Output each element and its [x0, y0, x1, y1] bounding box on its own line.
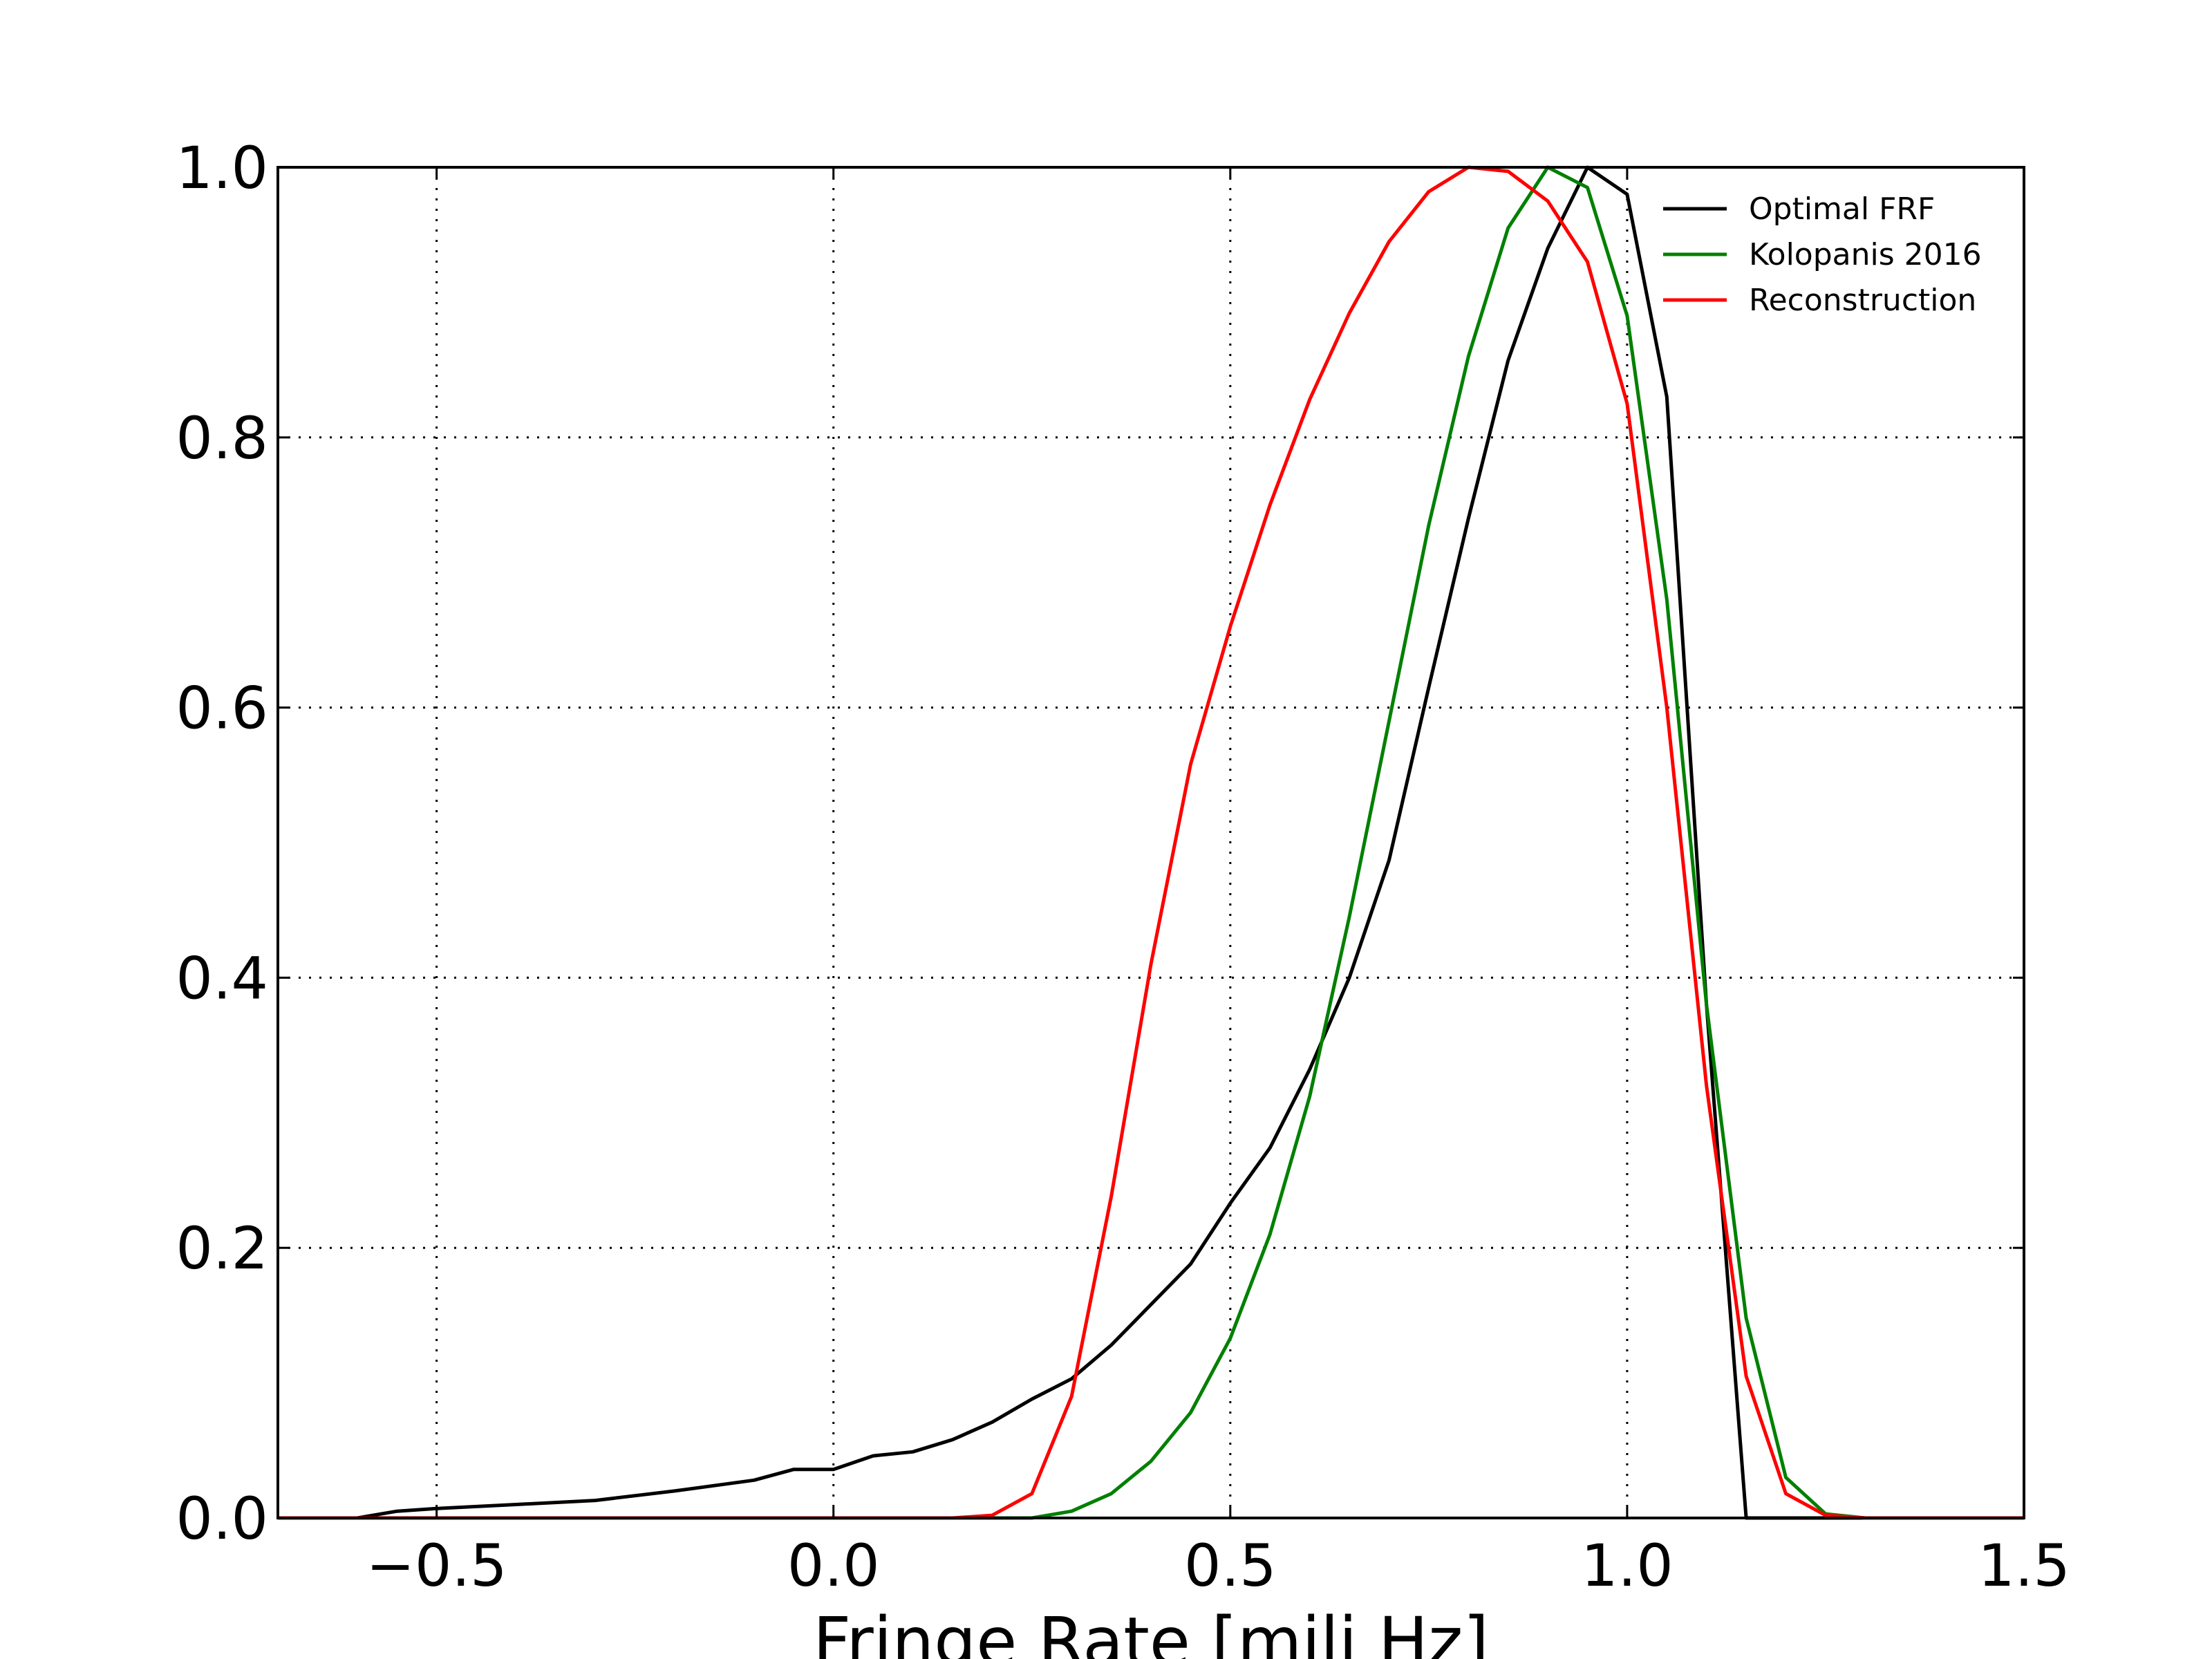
x-tick-label: 1.5 — [1978, 1532, 2070, 1600]
x-tick-label: −0.5 — [366, 1532, 507, 1600]
series-line-optimal-frf — [278, 165, 2024, 1520]
y-tick-label: 0.0 — [176, 1485, 268, 1553]
legend-label: Reconstruction — [1749, 283, 1976, 318]
legend: Optimal FRF Kolopanis 2016 Reconstruction — [1663, 191, 1982, 318]
plot-area-frame — [276, 166, 2025, 1519]
y-tick-labels: 0.0 0.2 0.4 0.6 0.8 1.0 — [176, 134, 268, 1553]
legend-label: Optimal FRF — [1749, 191, 1935, 227]
series-line-reconstruction — [278, 165, 2024, 1520]
x-tick-label: 0.0 — [787, 1532, 880, 1600]
y-tick-label: 0.8 — [176, 404, 268, 472]
y-tick-label: 1.0 — [176, 134, 268, 202]
y-tick-label: 0.6 — [176, 675, 268, 742]
series-line-kolopanis-2016 — [278, 165, 2024, 1520]
legend-label: Kolopanis 2016 — [1749, 237, 1982, 272]
x-tick-label: 1.0 — [1581, 1532, 1674, 1600]
x-axis-title: Fringe Rate [mili Hz] — [813, 1603, 1489, 1659]
y-tick-label: 0.2 — [176, 1215, 268, 1282]
series-lines — [278, 165, 2024, 1520]
x-tick-labels: −0.5 0.0 0.5 1.0 1.5 — [366, 1532, 2070, 1600]
axis-ticks — [278, 166, 2025, 1519]
y-tick-label: 0.4 — [176, 944, 268, 1012]
x-tick-label: 0.5 — [1184, 1532, 1277, 1600]
grid-lines — [278, 167, 2024, 1518]
